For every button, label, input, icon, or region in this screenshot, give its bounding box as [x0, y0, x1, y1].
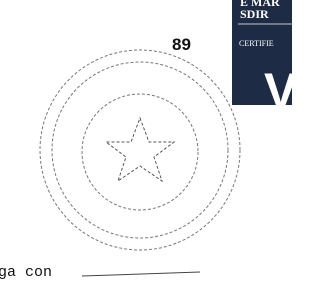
- page: 89 E MAR SDIR CERTIFIE V ga con (() => {…: [0, 0, 320, 286]
- badge-line2: SDIR: [240, 7, 269, 21]
- page-number: 89: [172, 35, 191, 54]
- document: 89 E MAR SDIR CERTIFIE V ga con: [0, 0, 292, 286]
- badge-line3: CERTIFIE: [239, 39, 274, 48]
- body-text: ga con: [0, 264, 52, 281]
- badge-logo: V: [264, 63, 292, 119]
